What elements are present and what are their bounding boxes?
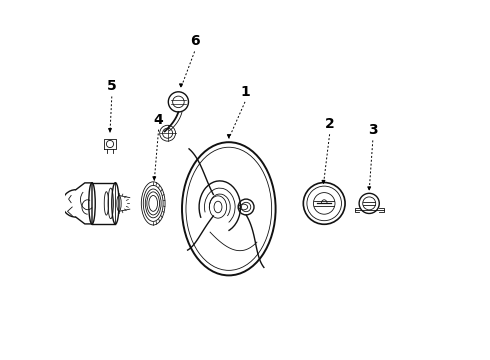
Text: 3: 3: [368, 123, 378, 137]
Text: 6: 6: [190, 35, 199, 48]
Text: 1: 1: [240, 85, 250, 99]
Text: 5: 5: [107, 80, 117, 93]
Text: 4: 4: [154, 113, 164, 126]
Text: 2: 2: [325, 117, 335, 131]
